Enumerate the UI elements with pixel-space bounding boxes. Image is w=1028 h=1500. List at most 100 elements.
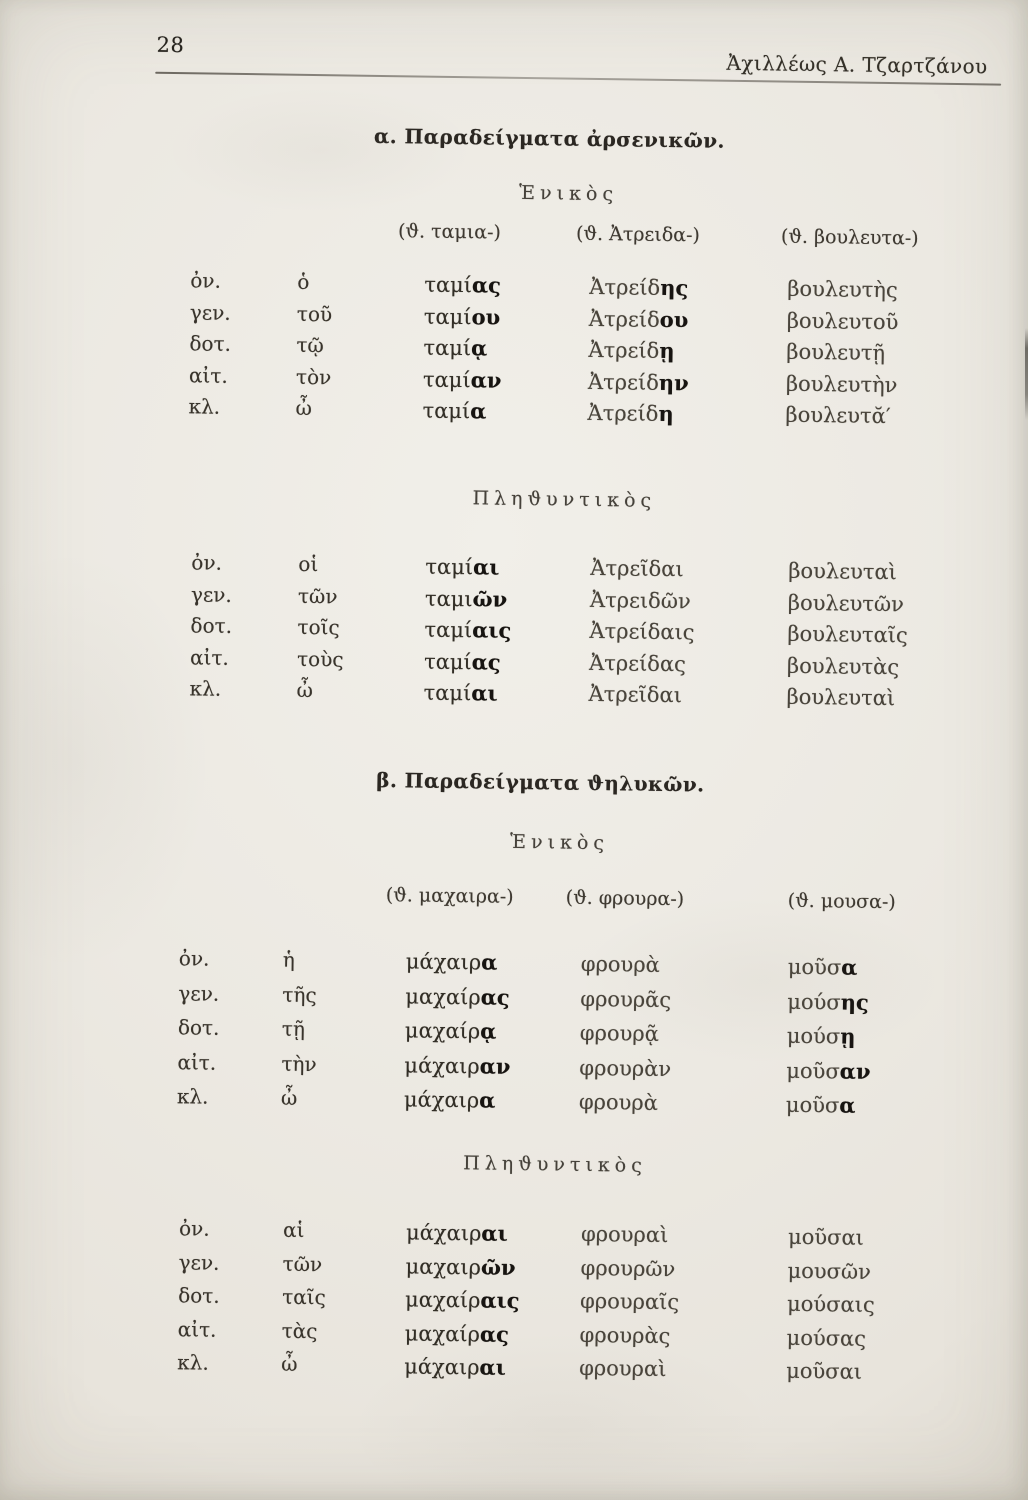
case-label: κλ. xyxy=(188,394,221,420)
case-label: γεν. xyxy=(190,581,232,607)
article: τὸν xyxy=(295,364,332,390)
word-form: ταμίας xyxy=(424,272,502,298)
case-label: αἰτ. xyxy=(177,1049,217,1075)
article: τοῦ xyxy=(296,301,333,326)
stem-header-row-masculine: (ϑ. ταμια-) (ϑ. Ἀτρειδα-) (ϑ. βουλευτα-) xyxy=(191,217,1028,253)
article: ὦ xyxy=(295,396,313,421)
stem-header: (ϑ. ταμια-) xyxy=(397,220,502,244)
word-form: Ἀτρειδῶν xyxy=(589,587,691,613)
word-form: φρουρῶν xyxy=(580,1255,676,1281)
word-form: Ἀτρεῖδαι xyxy=(588,682,683,708)
article: τῶν xyxy=(297,583,338,608)
word-form: μοῦσαι xyxy=(786,1359,863,1385)
word-form: μοῦσα xyxy=(785,1092,856,1119)
word-form: φρουρὰς xyxy=(579,1322,671,1348)
article: οἱ xyxy=(298,551,319,577)
case-label: κλ. xyxy=(177,1350,209,1376)
word-form: μοῦσαν xyxy=(786,1058,871,1084)
scan-artifact xyxy=(1025,328,1028,420)
word-form: μούσαις xyxy=(786,1291,875,1318)
word-form: φρουραῖς xyxy=(579,1289,680,1315)
article: τοὺς xyxy=(296,646,344,672)
section-title-masculine: α. Παραδείγματα ἀρσενικῶν. xyxy=(373,123,725,153)
word-form: φρουραὶ xyxy=(580,1221,669,1248)
word-form: μάχαιραι xyxy=(404,1354,507,1381)
article: τὴν xyxy=(281,1051,317,1076)
declension-table-feminine-plural: ὀν. αἱ μάχαιραι φρουραὶ μοῦσαι γεν. τῶν … xyxy=(177,1212,1009,1392)
word-form: μάχαιρα xyxy=(405,949,498,975)
heading-singular-masculine: Ἑνικὸς xyxy=(518,181,619,206)
case-label: γεν. xyxy=(189,299,231,325)
declension-table-feminine-singular: ὀν. ἡ μάχαιρα φρουρὰ μοῦσα γεν. τῆς μαχα… xyxy=(177,941,1009,1126)
case-label: ὀν. xyxy=(190,268,222,293)
word-form: φρουρᾶς xyxy=(580,986,672,1012)
word-form: ταμία xyxy=(422,398,487,424)
declension-table-masculine-singular: ὀν. ὁ ταμίας Ἀτρείδης βουλευτὴς γεν. τοῦ… xyxy=(188,265,1020,435)
section-title-feminine: β. Παραδείγματα ϑηλυκῶν. xyxy=(376,767,705,797)
word-form: Ἀτρείδου xyxy=(588,306,689,332)
word-form: ταμίου xyxy=(423,303,501,330)
word-form: βουλευτῇ xyxy=(786,339,886,366)
stem-header-row-feminine: (ϑ. μαχαιρα-) (ϑ. φρουρα-) (ϑ. μουσα-) xyxy=(180,881,1028,917)
word-form: φρουρὰ xyxy=(578,1090,659,1116)
word-form: ταμιῶν xyxy=(424,585,508,612)
case-label: ὀν. xyxy=(178,946,210,971)
article: ὦ xyxy=(281,1352,298,1377)
case-label: αἰτ. xyxy=(177,1317,217,1342)
word-form: μαχαίρας xyxy=(404,1321,510,1347)
article: τῶν xyxy=(282,1251,323,1276)
word-form: μάχαιραν xyxy=(404,1053,511,1079)
word-form: βουλευτᾰ′ xyxy=(785,403,891,429)
word-form: βουλευταῖς xyxy=(787,621,908,648)
case-label: γεν. xyxy=(178,1249,220,1275)
word-form: μάχαιρα xyxy=(403,1087,496,1114)
word-form: μούσῃ xyxy=(786,1023,856,1049)
article: ὦ xyxy=(296,678,314,703)
word-form: μαχαίρᾳ xyxy=(404,1018,497,1044)
word-form: μουσῶν xyxy=(787,1258,872,1284)
word-form: βουλευτὰς xyxy=(786,653,900,680)
word-form: μοῦσαι xyxy=(787,1224,865,1250)
word-form: μαχαίραις xyxy=(404,1287,520,1314)
case-label: αἰτ. xyxy=(188,363,228,388)
declension-table-masculine-plural: ὀν. οἱ ταμίαι Ἀτρεῖδαι βουλευταὶ γεν. τῶ… xyxy=(189,547,1021,717)
case-label: δοτ. xyxy=(178,1283,220,1308)
word-form: μούσας xyxy=(786,1325,867,1351)
article: ἡ xyxy=(282,947,296,972)
word-form: Ἀτρεῖδαι xyxy=(590,555,684,582)
stem-header: (ϑ. Ἀτρειδα-) xyxy=(575,222,701,247)
heading-plural-feminine: Πληϑυντικὸς xyxy=(463,1152,647,1177)
case-label: δοτ. xyxy=(190,613,233,639)
case-label: ὀν. xyxy=(178,1216,210,1241)
stem-header: (ϑ. μουσα-) xyxy=(787,889,896,914)
case-label: κλ. xyxy=(189,676,222,702)
word-form: μούσης xyxy=(787,989,869,1015)
word-form: βουλευταὶ xyxy=(788,558,898,585)
case-label: ὀν. xyxy=(191,550,223,575)
word-form: Ἀτρείδας xyxy=(588,650,687,677)
case-label: αἰτ. xyxy=(189,645,230,670)
case-label: γεν. xyxy=(178,980,220,1006)
word-form: ταμίᾳ xyxy=(423,335,488,361)
word-form: Ἀτρείδῃ xyxy=(588,338,675,364)
word-form: ταμίαν xyxy=(422,367,502,393)
article: τοῖς xyxy=(297,615,340,640)
article: τῆς xyxy=(282,982,317,1007)
word-form: βουλευτῶν xyxy=(787,590,905,616)
case-label: δοτ. xyxy=(177,1015,220,1040)
article: αἱ xyxy=(282,1217,305,1242)
stem-header: (ϑ. βουλευτα-) xyxy=(780,225,919,250)
stem-header: (ϑ. μαχαιρα-) xyxy=(385,884,514,908)
word-form: βουλευτὴν xyxy=(785,371,898,397)
heading-singular-feminine: Ἑνικὸς xyxy=(509,830,610,855)
word-form: μαχαίρας xyxy=(405,983,510,1010)
word-form: φρουρᾷ xyxy=(579,1021,660,1047)
word-form: ταμίαι xyxy=(425,554,500,580)
stem-header: (ϑ. φρουρα-) xyxy=(565,886,685,911)
word-form: φρουρὰν xyxy=(579,1055,672,1081)
case-label: δοτ. xyxy=(189,331,232,357)
page-number: 28 xyxy=(156,32,185,58)
word-form: μάχαιραι xyxy=(405,1220,508,1246)
